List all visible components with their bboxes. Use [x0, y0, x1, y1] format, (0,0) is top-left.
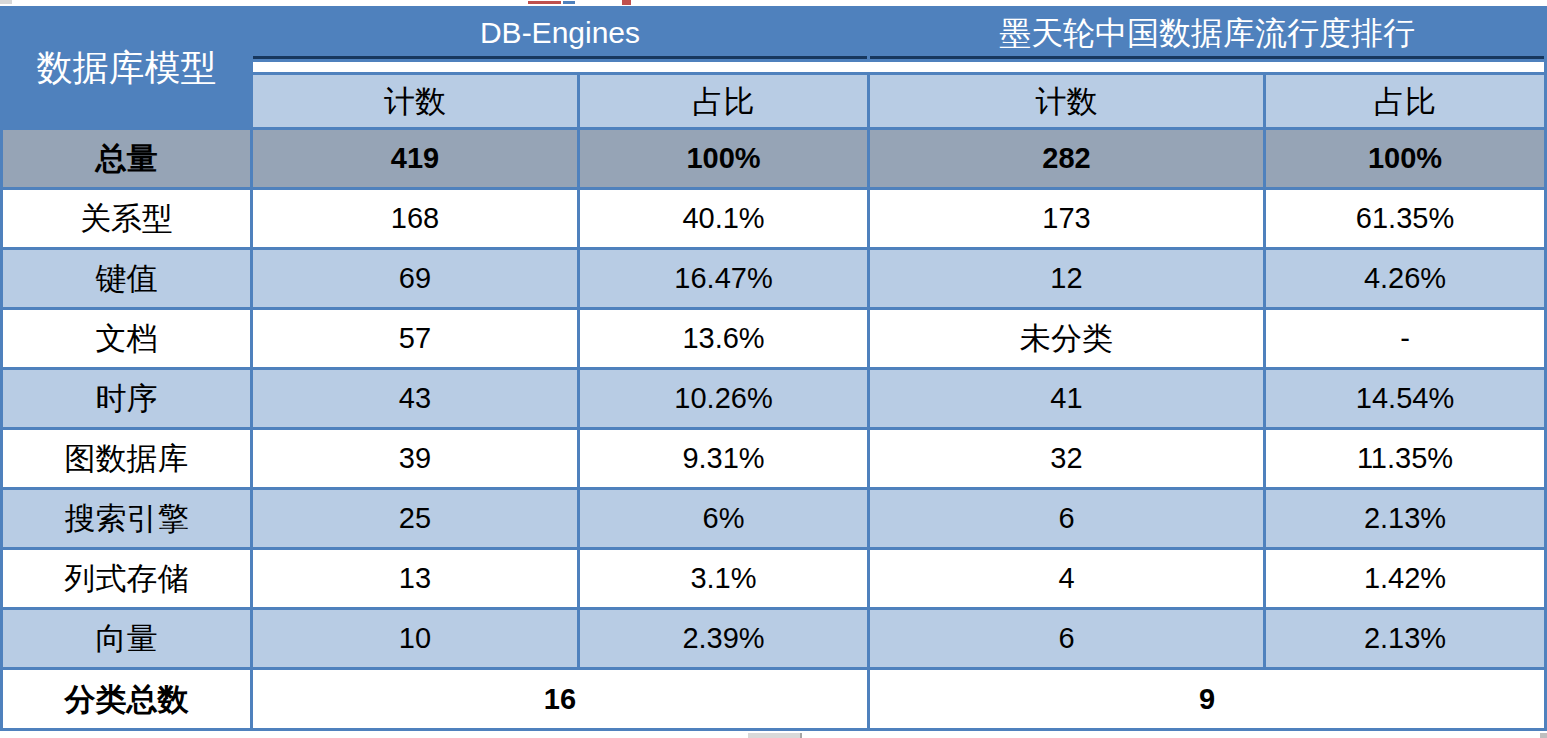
header-gap-spacer — [253, 62, 1544, 72]
cell-db-engines-share: 16.47% — [580, 250, 867, 307]
cell-modb-count: 6 — [870, 490, 1263, 547]
cell-db-engines-count: 168 — [253, 190, 577, 247]
cell-modb-share: 2.13% — [1266, 610, 1544, 667]
cell-modb-share: 1.42% — [1266, 550, 1544, 607]
cell-modb-count: 41 — [870, 370, 1263, 427]
group-header-modb-ranking: 墨天轮中国数据库流行度排行 — [870, 9, 1544, 59]
cell-modb-count: 4 — [870, 550, 1263, 607]
cell-db-engines-share: 3.1% — [580, 550, 867, 607]
cropped-gray-bar-artifact — [748, 733, 802, 738]
cell-modb-count: 32 — [870, 430, 1263, 487]
row-label-key-value: 键值 — [3, 250, 250, 307]
cropped-gray-mark-artifact — [0, 0, 12, 4]
cell-modb-share: 4.26% — [1266, 250, 1544, 307]
cell-db-engines-count: 419 — [253, 130, 577, 187]
cropped-blue-text-artifact — [563, 1, 575, 4]
row-label-columnar: 列式存储 — [3, 550, 250, 607]
row-label-category-count: 分类总数 — [3, 670, 250, 728]
row-label-total: 总量 — [3, 130, 250, 187]
cell-modb-share: 100% — [1266, 130, 1544, 187]
database-model-comparison-table: 数据库模型 DB-Engines 墨天轮中国数据库流行度排行 计数 占比 计数 … — [0, 6, 1547, 731]
cell-modb-share: 2.13% — [1266, 490, 1544, 547]
cropped-red-text-artifact — [622, 0, 631, 5]
cell-modb-share: 61.35% — [1266, 190, 1544, 247]
cell-db-engines-count: 39 — [253, 430, 577, 487]
subheader-modb-count: 计数 — [870, 75, 1263, 127]
row-label-search-engine: 搜索引擎 — [3, 490, 250, 547]
cell-db-engines-share: 6% — [580, 490, 867, 547]
group-header-db-engines: DB-Engines — [253, 9, 867, 59]
cell-db-engines-count: 69 — [253, 250, 577, 307]
cell-db-engines-count: 13 — [253, 550, 577, 607]
cropped-red-text-artifact — [528, 1, 561, 4]
row-label-graph-db: 图数据库 — [3, 430, 250, 487]
cell-modb-share: 11.35% — [1266, 430, 1544, 487]
subheader-modb-share: 占比 — [1266, 75, 1544, 127]
cell-modb-count: 12 — [870, 250, 1263, 307]
row-label-relational: 关系型 — [3, 190, 250, 247]
row-label-document: 文档 — [3, 310, 250, 367]
cropped-gray-mark-artifact — [1540, 733, 1547, 738]
cell-db-engines-share: 9.31% — [580, 430, 867, 487]
cell-modb-share: - — [1266, 310, 1544, 367]
cell-db-engines-count: 10 — [253, 610, 577, 667]
subheader-db-engines-share: 占比 — [580, 75, 867, 127]
row-label-vector: 向量 — [3, 610, 250, 667]
cell-modb-category-total: 9 — [870, 670, 1544, 728]
cell-db-engines-share: 40.1% — [580, 190, 867, 247]
row-label-time-series: 时序 — [3, 370, 250, 427]
cell-modb-share: 14.54% — [1266, 370, 1544, 427]
cell-db-engines-share: 13.6% — [580, 310, 867, 367]
cell-db-engines-count: 57 — [253, 310, 577, 367]
cell-db-engines-share: 100% — [580, 130, 867, 187]
cell-db-engines-share: 2.39% — [580, 610, 867, 667]
cell-modb-count: 未分类 — [870, 310, 1263, 367]
subheader-db-engines-count: 计数 — [253, 75, 577, 127]
cell-modb-count: 173 — [870, 190, 1263, 247]
corner-header: 数据库模型 — [3, 9, 250, 127]
cell-db-engines-count: 43 — [253, 370, 577, 427]
cell-db-engines-count: 25 — [253, 490, 577, 547]
cell-modb-count: 6 — [870, 610, 1263, 667]
cell-modb-count: 282 — [870, 130, 1263, 187]
cell-db-engines-share: 10.26% — [580, 370, 867, 427]
cell-db-engines-category-total: 16 — [253, 670, 867, 728]
